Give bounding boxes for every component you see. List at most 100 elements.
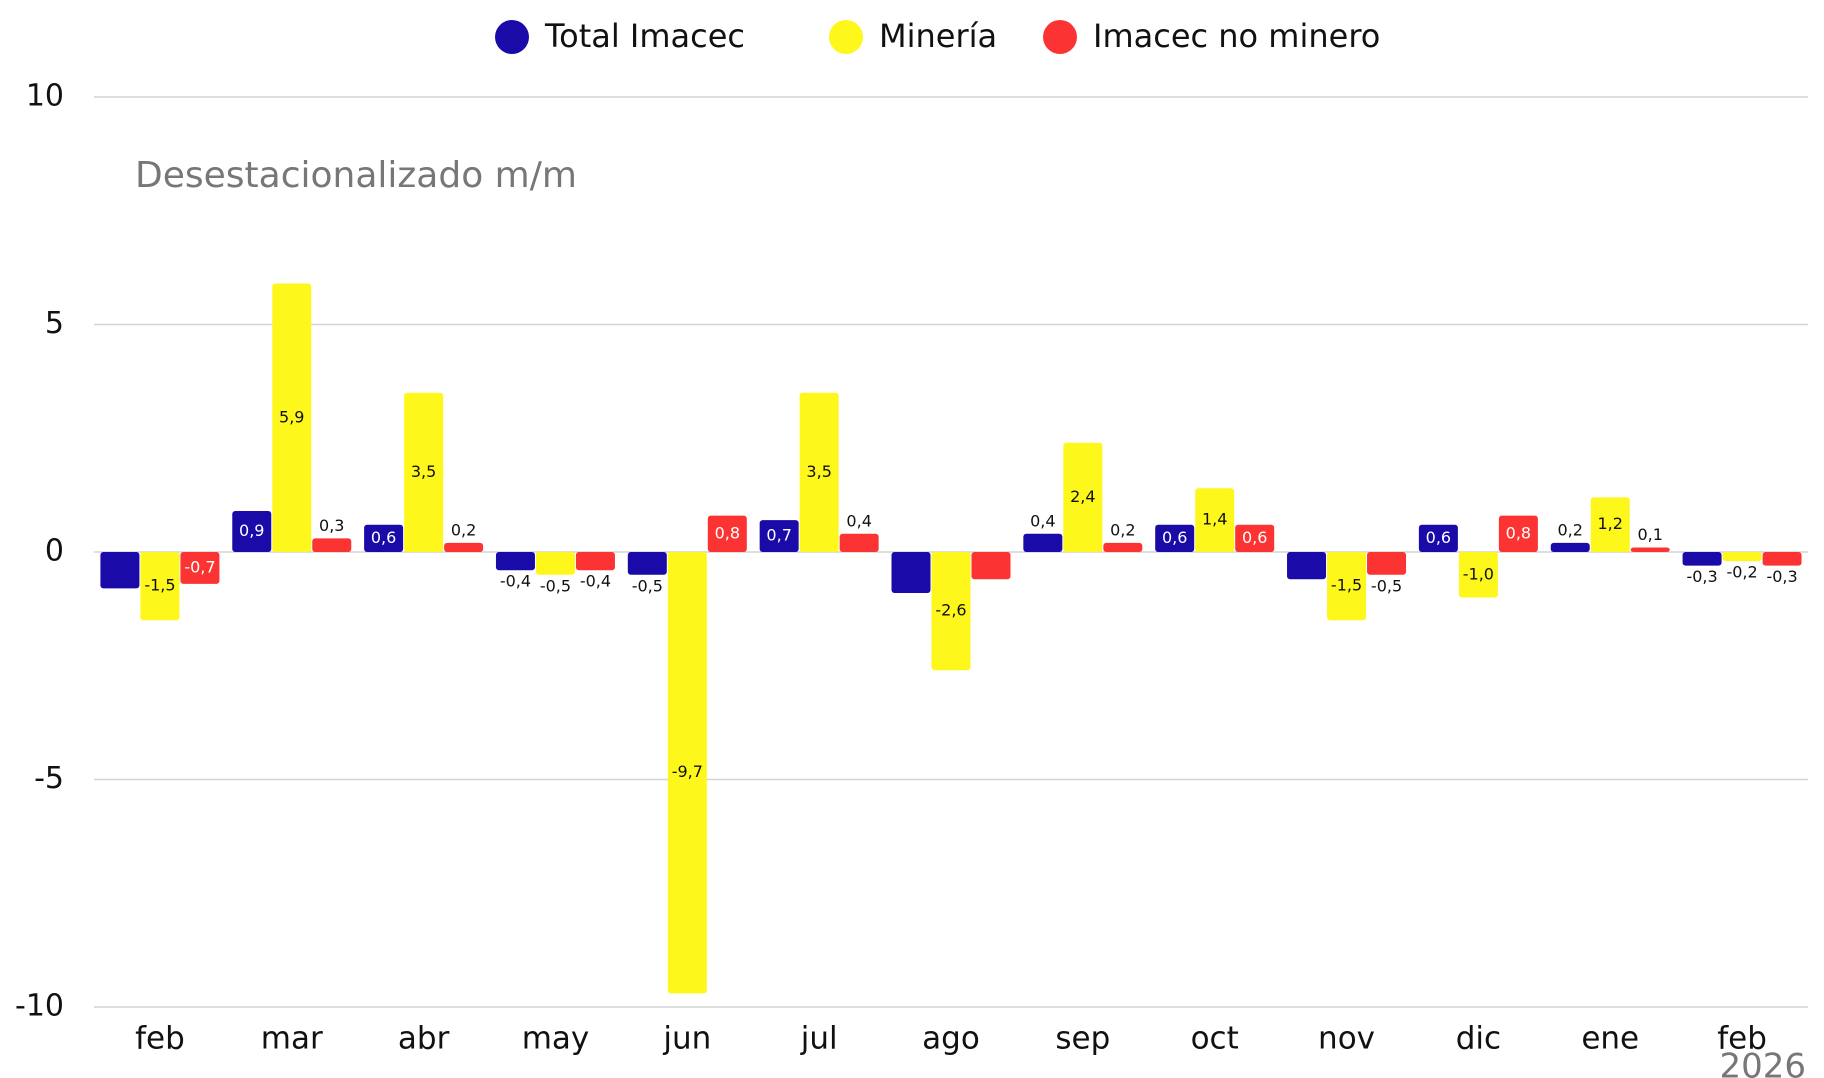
bar [1327,552,1367,621]
value-label: -0,3 [1686,567,1717,586]
x-tick-label: jun [662,1021,711,1057]
value-label: 5,9 [279,407,304,426]
bar [1418,524,1458,552]
value-label: 3,5 [806,462,831,481]
bar [272,283,312,552]
value-label: 0,4 [1030,511,1055,530]
bar [667,552,707,994]
value-label: 0,3 [319,516,344,535]
bar [839,533,879,552]
bar [140,552,180,621]
x-tick-label: dic [1456,1021,1501,1057]
y-tick-label: 5 [45,306,64,341]
bar [1103,542,1143,552]
value-label: 0,2 [451,520,476,539]
bar [444,542,484,552]
bar [1235,524,1275,552]
value-label: 0,8 [715,523,740,542]
x-tick-label: feb [135,1021,185,1057]
value-label: -0,5 [632,576,663,595]
value-label: 0,6 [1426,528,1451,547]
value-label: -9,7 [672,762,703,781]
bar [364,524,404,552]
legend-swatch [495,20,529,54]
value-label: 0,6 [1242,528,1267,547]
value-label: -0,3 [1766,567,1797,586]
x-tick-label: sep [1055,1021,1110,1057]
value-label: 3,5 [411,462,436,481]
value-label: 0,9 [239,521,264,540]
bar [1287,552,1327,580]
x-tick-label: jul [800,1021,838,1057]
value-label: 0,1 [1638,525,1663,544]
bar [404,392,444,552]
y-tick-label: -10 [15,989,64,1024]
x-tick-label: ene [1581,1021,1639,1057]
x-tick-label: abr [398,1021,450,1057]
legend-label: Imacec no minero [1093,17,1380,55]
bar [759,520,799,552]
value-label: 0,4 [846,511,871,530]
value-label: 0,6 [1162,528,1187,547]
legend-swatch [1043,20,1077,54]
value-label: -1,5 [144,576,175,595]
value-label: 1,4 [1202,510,1227,529]
bar [1063,442,1103,552]
bar [1195,488,1235,552]
subtitle: Desestacionalizado m/m [135,155,577,196]
bar [100,552,140,589]
legend-label: Minería [879,17,997,55]
bar [1590,497,1630,552]
bar [495,552,535,571]
x-tick-label: nov [1318,1021,1375,1057]
value-label: 1,2 [1598,514,1623,533]
x-tick-label: oct [1191,1021,1239,1057]
value-label: 0,8 [1506,523,1531,542]
value-label: -0,4 [500,572,531,591]
bar [1367,552,1407,575]
value-label: 0,2 [1110,520,1135,539]
value-label: -1,5 [1331,576,1362,595]
value-label: 0,7 [766,526,791,545]
bar [312,538,352,552]
y-tick-label: 10 [26,79,64,114]
bar [707,515,747,552]
bar [1722,552,1762,562]
bar [971,552,1011,580]
legend-label: Total Imacec [544,17,745,55]
bar [180,552,220,584]
bar [931,552,971,671]
value-label: -0,2 [1726,563,1757,582]
value-label: -1,0 [1463,564,1494,583]
value-label: -2,6 [935,601,966,620]
bar [1023,533,1063,552]
annotation: 2026 [1719,1047,1806,1078]
value-label: 0,2 [1558,520,1583,539]
y-tick-label: 0 [45,534,64,569]
bar [1550,542,1590,552]
bar [1155,524,1195,552]
bar [1762,552,1802,566]
value-label: -0,4 [580,572,611,591]
x-tick-label: ago [922,1021,980,1057]
bar [232,511,272,552]
bar [1458,552,1498,598]
bar [627,552,667,575]
y-tick-label: -5 [34,761,64,796]
bar [799,392,839,552]
x-tick-label: mar [261,1021,323,1057]
bar [575,552,615,571]
bar [1498,515,1538,552]
legend-swatch [829,20,863,54]
bar [535,552,575,575]
value-label: -0,7 [184,557,215,576]
x-tick-label: feb [1717,1021,1767,1057]
value-label: -0,5 [540,576,571,595]
bar [1630,547,1670,552]
value-label: -0,5 [1371,576,1402,595]
value-label: 0,6 [371,528,396,547]
bar [1682,552,1722,566]
x-tick-label: may [522,1021,590,1057]
bar [891,552,931,593]
